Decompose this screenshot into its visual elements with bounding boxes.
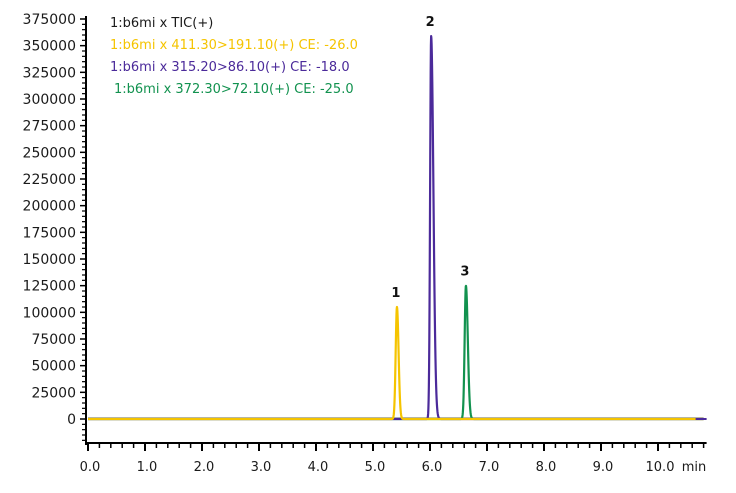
y-tick-label: 75000 — [31, 332, 76, 348]
y-tick-label: 100000 — [23, 305, 76, 321]
y-tick-label: 225000 — [23, 172, 76, 188]
y-tick-label: 375000 — [23, 12, 76, 28]
y-tick-label: 350000 — [23, 39, 76, 55]
legend-entry: 1:b6mi x 315.20>86.10(+) CE: -18.0 — [110, 60, 350, 75]
x-tick-label: 5.0 — [365, 460, 386, 475]
x-tick-label: 10.0 — [646, 460, 675, 475]
x-tick-label: 2.0 — [194, 460, 215, 475]
y-tick-label: 0 — [67, 412, 76, 428]
legend-entry: 1:b6mi x TIC(+) — [110, 16, 213, 31]
x-tick-label: 3.0 — [251, 460, 272, 475]
peak-label-2: 2 — [426, 15, 435, 30]
y-tick-label: 250000 — [23, 145, 76, 161]
peak-label-1: 1 — [391, 286, 400, 301]
y-tick-label: 150000 — [23, 252, 76, 268]
y-tick-label: 50000 — [31, 359, 76, 375]
y-tick-label: 25000 — [31, 385, 76, 401]
y-tick-label: 275000 — [23, 119, 76, 135]
peak-label-3: 3 — [460, 265, 469, 280]
y-tick-label: 325000 — [23, 65, 76, 81]
x-axis-unit-label: min — [682, 460, 707, 475]
x-tick-label: 0.0 — [80, 460, 101, 475]
x-tick-label: 7.0 — [479, 460, 500, 475]
y-tick-label: 125000 — [23, 279, 76, 295]
legend: 1:b6mi x TIC(+) 1:b6mi x 411.30>191.10(+)… — [110, 16, 358, 97]
x-tick-label: 4.0 — [308, 460, 329, 475]
x-tick-label: 1.0 — [137, 460, 158, 475]
y-tick-label: 175000 — [23, 225, 76, 241]
x-tick-label: 8.0 — [536, 460, 557, 475]
axes: 0 25000 50000 75000 100000 125000 150000 175000… — [23, 12, 707, 475]
y-tick-label: 300000 — [23, 92, 76, 108]
peak-labels: 1 2 3 — [391, 15, 469, 301]
x-tick-label: 6.0 — [422, 460, 443, 475]
x-tick-label: 9.0 — [593, 460, 614, 475]
legend-entry: 1:b6mi x 372.30>72.10(+) CE: -25.0 — [114, 82, 354, 97]
legend-entry: 1:b6mi x 411.30>191.10(+) CE: -26.0 — [110, 38, 358, 53]
trace-1 — [87, 305, 705, 421]
traces — [87, 34, 707, 421]
y-tick-label: 200000 — [23, 199, 76, 215]
